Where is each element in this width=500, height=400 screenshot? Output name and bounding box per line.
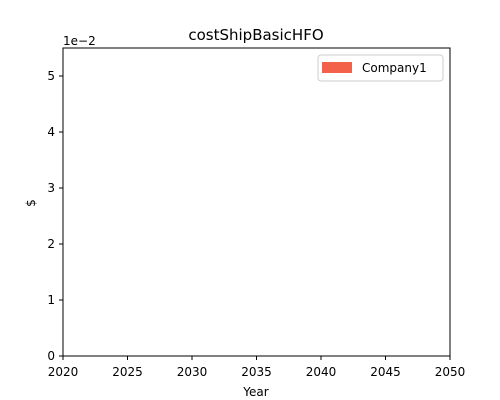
- y-tick-label: 2: [47, 237, 55, 251]
- x-tick-label: 2040: [306, 365, 337, 379]
- y-tick-label: 0: [47, 349, 55, 363]
- x-axis-ticks: 2020 2025 2030 2035 2040 2045 2050: [48, 356, 466, 379]
- legend-label-company1: Company1: [362, 61, 427, 75]
- y-tick-label: 1: [47, 293, 55, 307]
- plot-frame: [62, 47, 451, 357]
- x-axis-label: Year: [242, 385, 268, 399]
- legend: Company1: [317, 54, 444, 82]
- x-tick-label: 2025: [112, 365, 143, 379]
- legend-frame: [317, 54, 444, 82]
- legend-swatch-company1: [322, 62, 352, 73]
- y-tick-label: 5: [47, 69, 55, 83]
- x-tick-label: 2035: [241, 365, 272, 379]
- y-axis-ticks: 0 1 2 3 4 5: [47, 69, 63, 363]
- x-tick-label: 2030: [177, 365, 208, 379]
- x-tick-label: 2020: [48, 365, 79, 379]
- y-tick-label: 4: [47, 125, 55, 139]
- x-tick-label: 2050: [435, 365, 466, 379]
- y-tick-label: 3: [47, 181, 55, 195]
- chart-title: costShipBasicHFO: [188, 26, 323, 44]
- y-scale-note: 1e−2: [63, 34, 96, 48]
- x-tick-label: 2045: [370, 365, 401, 379]
- y-axis-label: $: [24, 199, 38, 207]
